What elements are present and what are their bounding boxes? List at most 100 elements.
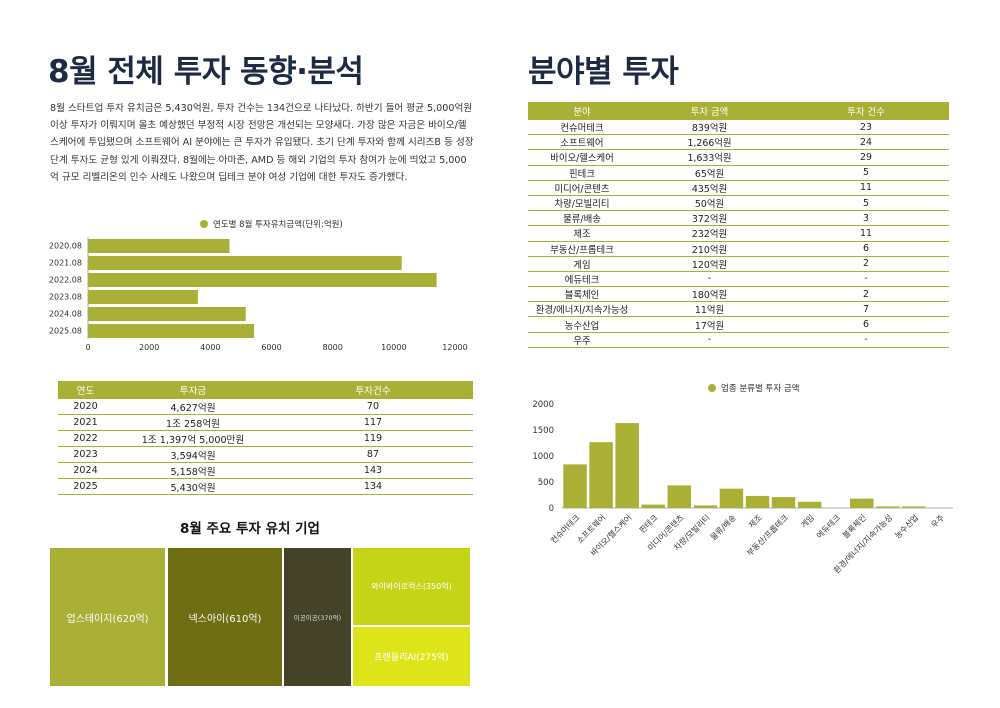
table-cell: 핀테크 <box>528 165 636 181</box>
bar <box>589 442 613 508</box>
yearly-investment-table: 연도 투자금 투자건수 2020 4,627억원 70 2021 1조 258억원 117… <box>58 381 473 495</box>
left-page-title: 8월 전체 투자 동향·분석 <box>48 54 364 90</box>
table-cell: 소프트웨어 <box>528 134 636 151</box>
table-cell: 11 <box>783 180 949 196</box>
table-row: 환경/에너지/지속가능성 11억원 7 <box>528 301 949 318</box>
table-cell: 5 <box>783 195 949 212</box>
y-tick-label: 0 <box>549 504 554 514</box>
table-cell: 미디어/콘텐츠 <box>528 180 636 196</box>
table-cell: 5,158억원 <box>113 462 273 479</box>
x-tick-label: 0 <box>85 343 90 352</box>
treemap-tile-label: 프렌들리AI(275억) <box>374 653 449 663</box>
table-cell: 블록체인 <box>528 286 636 303</box>
x-tick-label: 10000 <box>381 343 406 352</box>
table-row: 에듀테크 - - <box>528 271 949 288</box>
table-cell: 2024 <box>58 462 113 479</box>
table-cell: - <box>636 271 783 288</box>
y-tick-label: 500 <box>538 478 554 488</box>
treemap-tile-ybiolux: 와이바이로럭스(350억) <box>353 548 470 625</box>
bar <box>641 504 665 508</box>
bar <box>771 497 796 508</box>
bar <box>693 505 718 508</box>
table-cell: 210억원 <box>636 241 783 257</box>
table-row: 물류/배송 372억원 3 <box>528 210 949 227</box>
summary-paragraph: 8월 스타트업 투자 유치금은 5,430억원, 투자 건수는 134건으로 나… <box>50 103 474 183</box>
table-cell: 50억원 <box>636 195 783 212</box>
table-row: 2021 1조 258억원 117 <box>58 414 473 431</box>
table-cell: 1,633억원 <box>636 149 783 166</box>
category-tick-label: 2022.08 <box>49 276 82 285</box>
table-cell: 부동산/프롭테크 <box>528 241 636 257</box>
table-row: 블록체인 180억원 2 <box>528 286 949 303</box>
table-cell: 435억원 <box>636 180 783 196</box>
category-tick-label: 2025.08 <box>49 327 82 336</box>
bar <box>667 485 692 508</box>
table-cell: - <box>783 271 949 288</box>
bar <box>563 464 587 508</box>
table-cell: 87 <box>273 446 473 463</box>
table-cell: 3,594억원 <box>113 446 273 463</box>
table-cell: 차량/모빌리티 <box>528 195 636 212</box>
table-cell: 2 <box>783 256 949 272</box>
sector-table-header-sector: 분야 <box>528 102 636 120</box>
bar <box>88 290 198 304</box>
table-row: 바이오/헬스케어 1,633억원 29 <box>528 149 949 166</box>
table-cell: 65억원 <box>636 165 783 181</box>
bar <box>88 324 255 338</box>
category-tick-label: 2020.08 <box>49 242 82 251</box>
bar <box>88 273 437 287</box>
table-cell: 환경/에너지/지속가능성 <box>528 301 636 318</box>
table-cell: 1조 1,397억 5,000만원 <box>113 430 273 447</box>
yearly-chart-legend: 연도별 8월 투자유치금액(단위:억원) <box>200 218 343 230</box>
table-cell: 2025 <box>58 478 113 495</box>
table-cell: 1조 258억원 <box>113 414 273 431</box>
table-cell: 134 <box>273 478 473 495</box>
table-cell: 6 <box>783 316 949 333</box>
table-cell: 23 <box>783 120 949 136</box>
treemap-tile-label: 넥스아이(610억) <box>188 613 262 625</box>
table-row: 농수산업 17억원 6 <box>528 316 949 333</box>
table-cell: 에듀테크 <box>528 271 636 288</box>
table-cell: 119 <box>273 430 473 447</box>
table-cell: 120억원 <box>636 256 783 272</box>
category-tick-label: 에듀테크 <box>815 513 842 540</box>
table-cell: 5 <box>783 165 949 181</box>
table-cell: 180억원 <box>636 286 783 303</box>
table-cell: 6 <box>783 241 949 257</box>
table-row: 제조 232억원 11 <box>528 225 949 242</box>
table-row: 미디어/콘텐츠 435억원 11 <box>528 180 949 196</box>
right-page-title: 분야별 투자 <box>528 54 679 90</box>
table-cell: - <box>783 332 949 348</box>
legend-marker <box>200 220 208 228</box>
table-row: 차량/모빌리티 50억원 5 <box>528 195 949 212</box>
table-row: 게임 120억원 2 <box>528 256 949 272</box>
category-tick-label: 제조 <box>747 513 764 530</box>
y-tick-label: 1500 <box>532 426 554 436</box>
table-cell: 게임 <box>528 256 636 272</box>
sector-chart-legend-label: 업종 분류별 투자 금액 <box>721 384 800 394</box>
table-cell: 3 <box>783 210 949 227</box>
sector-investment-table: 분야 투자 금액 투자 건수 컨슈머테크 839억원 23 소프트웨어 1,266억원 2… <box>528 102 949 348</box>
table-row: 2020 4,627억원 70 <box>58 399 473 415</box>
table-row: 부동산/프롭테크 210억원 6 <box>528 241 949 257</box>
table-cell: 제조 <box>528 225 636 242</box>
table-row: 2024 5,158억원 143 <box>58 462 473 479</box>
treemap-tile-friendliai: 프렌들리AI(275억) <box>353 627 470 686</box>
yearly-investment-bar-chart: 2020.08 2021.08 2022.08 2023.08 2024.08 2025.… <box>49 237 468 352</box>
bar <box>850 498 874 508</box>
treemap-tile-2020: 이공이공(370억) <box>284 548 351 686</box>
year-table-header-year: 연도 <box>58 381 113 399</box>
table-row: 소프트웨어 1,266억원 24 <box>528 134 949 151</box>
table-cell: 11억원 <box>636 301 783 318</box>
category-tick-label: 우주 <box>930 513 947 530</box>
x-tick-label: 12000 <box>442 343 467 352</box>
table-cell: 1,266억원 <box>636 134 783 151</box>
bar <box>719 488 744 508</box>
table-row: 2023 3,594억원 87 <box>58 446 473 463</box>
table-cell: 컨슈머테크 <box>528 120 636 136</box>
bar <box>745 495 770 508</box>
category-tick-label: 농수산업 <box>892 512 920 540</box>
table-cell: 11 <box>783 225 949 242</box>
x-tick-label: 2000 <box>139 343 159 352</box>
